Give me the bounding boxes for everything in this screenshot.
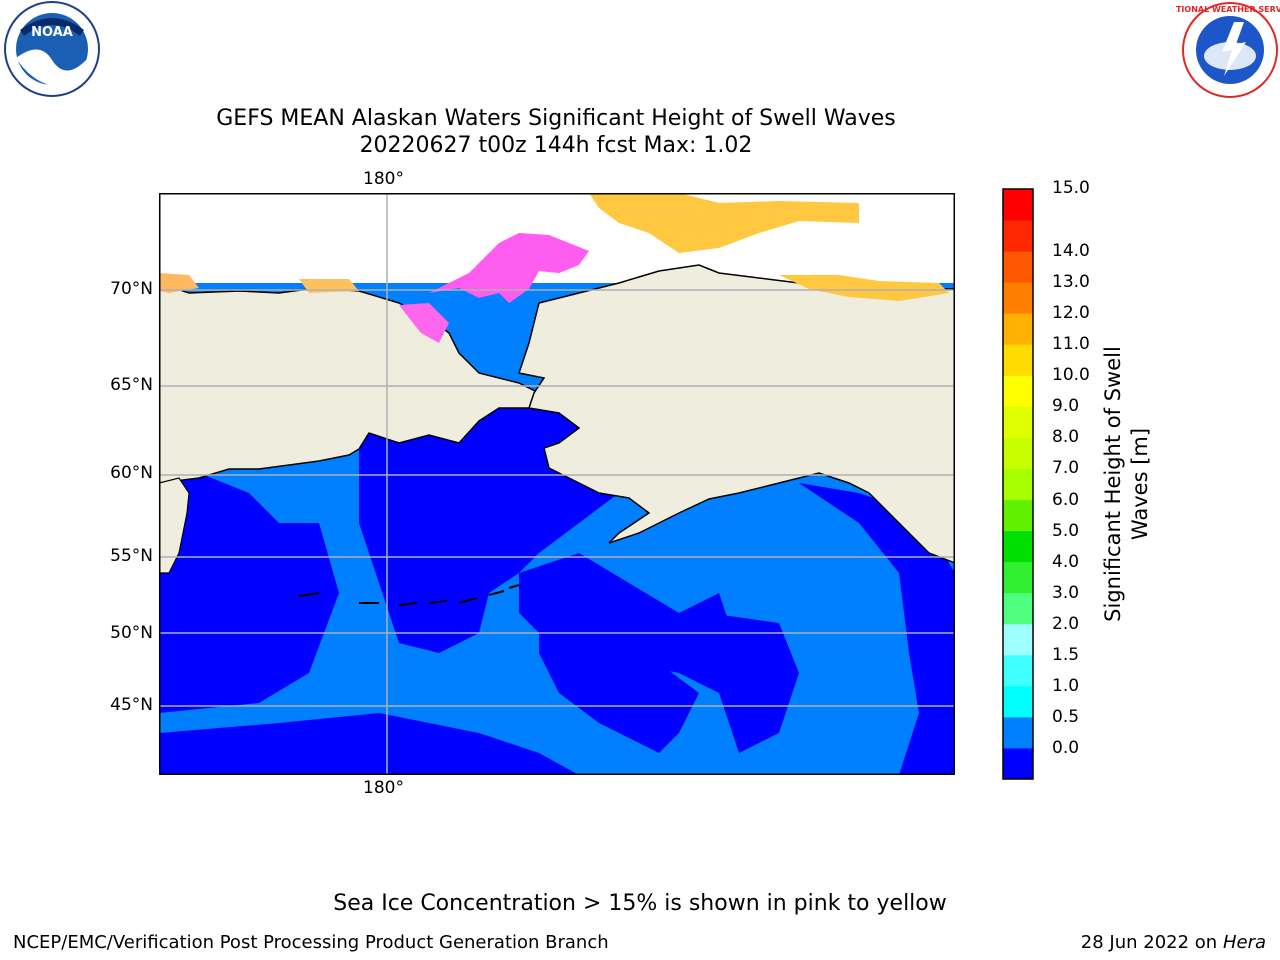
colorbar-title: Significant Height of Swell Waves [m] [1101,346,1152,622]
lat-label-70n: 70°N [110,279,153,299]
lon-label-top: 180° [363,169,404,189]
nws-logo: NATIONAL WEATHER SERVICE [1176,2,1280,98]
colorbar-segment [1003,654,1033,687]
map-frame [159,193,955,775]
colorbar [1002,188,1034,780]
footer-date-text: 28 Jun 2022 on [1080,932,1218,953]
graticule [159,193,955,775]
colorbar-tick-label: 12.0 [1052,303,1090,324]
footer-date: 28 Jun 2022 on Hera [1081,932,1266,953]
colorbar-tick-label: 0.5 [1052,706,1080,727]
footer-machine: Hera [1222,932,1266,953]
colorbar-tick-label: 1.5 [1052,644,1080,665]
sea-ice-pink [429,233,589,303]
lat-label-65n: 65°N [110,375,153,395]
sea-ice-siberia [299,279,359,293]
colorbar-tick-label: 8.0 [1052,427,1080,448]
swell-low-south-bering [519,553,739,693]
colorbar-segment [1003,189,1033,221]
colorbar-segment [1003,685,1033,718]
colorbar-tick-label: 14.0 [1052,241,1090,262]
colorbar-segment [1003,530,1033,563]
chart-title: GEFS MEAN Alaskan Waters Significant Hei… [216,106,896,131]
land-alaska [518,264,955,564]
colorbar-segment [1003,561,1033,594]
swell-height-map [159,193,955,775]
footer-credit: NCEP/EMC/Verification Post Processing Pr… [13,932,609,953]
land-kamchatka [159,477,190,574]
colorbar-tick-label: 3.0 [1052,582,1080,603]
lat-label-55n: 55°N [110,546,153,566]
colorbar-segment [1003,282,1033,314]
lon-label-bottom: 180° [363,778,404,798]
colorbar-tick-label: 2.0 [1052,613,1080,634]
colorbar-segment [1003,437,1033,469]
lat-label-60n: 60°N [110,463,153,483]
sea-ice-pink-coast [399,303,449,343]
colorbar-segment [1003,747,1033,780]
colorbar-frame [1002,188,1034,780]
colorbar-segment [1003,375,1033,407]
colorbar-segment [1003,406,1033,438]
colorbar-tick-label: 13.0 [1052,272,1090,293]
colorbar-tick-label: 1.0 [1052,675,1080,696]
sea-ice-yellow [589,193,859,253]
chart-subtitle: 20220627 t00z 144h fcst Max: 1.02 [359,133,753,158]
sea-ice-note: Sea Ice Concentration > 15% is shown in … [333,891,947,916]
colorbar-tick-label: 15.0 [1052,178,1090,198]
colorbar-segment [1003,313,1033,345]
swell-low-center [539,593,699,753]
swell-low-east [709,613,799,753]
aleutian-islands [298,584,520,606]
colorbar-segment [1003,251,1033,283]
nws-logo-text: NATIONAL WEATHER SERVICE [1176,5,1280,14]
swell-low-west [159,473,339,713]
noaa-logo-text: NOAA [31,25,73,40]
colorbar-segment [1003,468,1033,501]
colorbar-segment [1003,499,1033,532]
noaa-logo: NOAA [4,1,100,97]
lat-label-50n: 50°N [110,623,153,643]
colorbar-tick-label: 7.0 [1052,458,1080,479]
lat-label-45n: 45°N [110,695,153,715]
colorbar-segment [1003,716,1033,749]
swell-low-southwest [159,713,579,775]
colorbar-tick-label: 4.0 [1052,551,1080,572]
sea-ice-west [159,273,199,293]
colorbar-segment [1003,220,1033,252]
colorbar-segment [1003,623,1033,656]
colorbar-tick-label: 9.0 [1052,396,1080,417]
colorbar-segment [1003,344,1033,376]
colorbar-segment [1003,592,1033,625]
sea-ice-yellow-east [779,275,949,301]
colorbar-tick-label: 10.0 [1052,365,1090,386]
swell-low-gulf [799,483,955,775]
colorbar-tick-label: 5.0 [1052,520,1080,541]
colorbar-tick-label: 11.0 [1052,334,1090,355]
colorbar-tick-label: 6.0 [1052,489,1080,510]
colorbar-tick-label: 0.0 [1052,737,1080,758]
